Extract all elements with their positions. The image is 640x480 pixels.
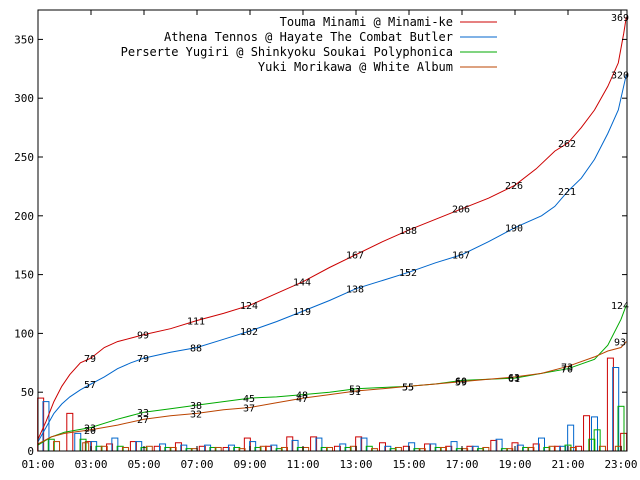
legend-entry-label: Athena Tennos @ Hayate The Combat Butler: [164, 30, 453, 44]
data-label: 369: [611, 13, 629, 24]
data-label: 206: [452, 205, 470, 216]
data-label: 111: [187, 316, 205, 327]
y-tick-label: 300: [14, 92, 34, 105]
x-tick-label: 17:00: [445, 458, 478, 471]
data-label: 102: [240, 327, 258, 338]
data-label: 88: [190, 344, 202, 355]
data-label: 57: [84, 380, 96, 391]
x-tick-label: 07:00: [180, 458, 213, 471]
series-layer: [37, 17, 627, 446]
data-label: 79: [84, 354, 96, 365]
data-label: 47: [296, 394, 308, 405]
data-label: 55: [402, 382, 414, 393]
data-label: 37: [243, 403, 255, 414]
y-tick-label: 200: [14, 210, 34, 223]
data-label: 226: [505, 181, 523, 192]
series-line-0: [37, 17, 627, 440]
data-label: 99: [137, 331, 149, 342]
y-tick-label: 250: [14, 151, 34, 164]
data-label: 63: [508, 373, 520, 384]
data-label: 79: [137, 354, 149, 365]
y-tick-label: 150: [14, 269, 34, 282]
x-tick-label: 21:00: [551, 458, 584, 471]
data-label: 20: [84, 426, 96, 437]
x-tick-label: 09:00: [233, 458, 266, 471]
x-tick-label: 05:00: [127, 458, 160, 471]
x-tick-label: 19:00: [498, 458, 531, 471]
data-label: 23: [84, 423, 96, 434]
data-label: 93: [614, 338, 626, 349]
data-label: 262: [558, 139, 576, 150]
x-tick-label: 11:00: [286, 458, 319, 471]
data-label: 138: [346, 285, 364, 296]
data-labels-layer: 79 99 111 124 144 167 188 206 226 262 369 57 79 88 102…: [84, 13, 629, 437]
legend-entry-label: Touma Minami @ Minami-ke: [280, 15, 453, 29]
data-label: 70: [561, 365, 573, 376]
data-label: 320: [611, 71, 629, 82]
x-tick-label: 03:00: [74, 458, 107, 471]
data-label: 124: [611, 301, 629, 312]
data-label: 61: [508, 374, 520, 385]
data-label: 27: [137, 415, 149, 426]
data-label: 167: [346, 251, 364, 262]
x-tick-label: 23:00: [604, 458, 637, 471]
data-label: 45: [243, 394, 255, 405]
data-label: 73: [561, 362, 573, 373]
legend-entry-label: Perserte Yugiri @ Shinkyoku Soukai Polyp…: [121, 45, 453, 59]
bars-layer: [37, 357, 628, 452]
data-label: 55: [402, 382, 414, 393]
y-tick-label: 350: [14, 33, 34, 46]
data-label: 221: [558, 187, 576, 198]
legend-entry-label: Yuki Morikawa @ White Album: [258, 60, 453, 74]
data-label: 59: [455, 378, 467, 389]
data-label: 190: [505, 224, 523, 235]
series-line-1: [37, 74, 627, 442]
data-label: 188: [399, 226, 417, 237]
y-tick-label: 50: [21, 386, 34, 399]
data-label: 53: [349, 385, 361, 396]
data-label: 32: [190, 409, 202, 420]
y-tick-label: 100: [14, 327, 34, 340]
data-label: 144: [293, 278, 311, 289]
series-line-3: [37, 341, 627, 445]
x-tick-label: 01:00: [21, 458, 54, 471]
axes-layer: 0 50 100 150 200 250 300 350 01:00 03:00 05:00 07:0…: [14, 10, 638, 471]
data-label: 167: [452, 251, 470, 262]
data-label: 119: [293, 307, 311, 318]
data-label: 38: [190, 401, 202, 412]
series-line-2: [37, 305, 627, 446]
data-label: 124: [240, 301, 258, 312]
data-label: 152: [399, 268, 417, 279]
data-label: 48: [296, 391, 308, 402]
data-label: 51: [349, 387, 361, 398]
data-label: 60: [455, 376, 467, 387]
x-tick-label: 15:00: [392, 458, 425, 471]
plot-frame: [37, 9, 628, 452]
x-tick-label: 13:00: [339, 458, 372, 471]
data-label: 33: [137, 408, 149, 419]
y-tick-label: 0: [27, 445, 34, 458]
